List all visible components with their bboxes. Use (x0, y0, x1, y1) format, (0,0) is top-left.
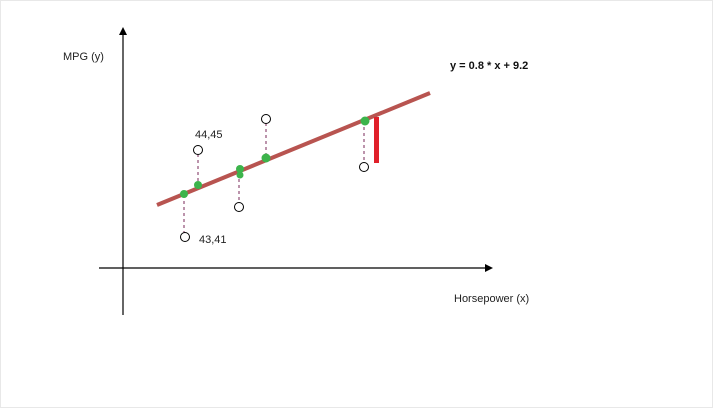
residual-highlight-bar (374, 117, 379, 163)
observed-point (193, 145, 203, 155)
observed-point (234, 202, 244, 212)
point-label-lower: 43,41 (199, 234, 227, 246)
predicted-point (360, 116, 370, 126)
predicted-point (236, 165, 244, 173)
predicted-point (261, 153, 271, 163)
predicted-point (194, 181, 202, 189)
predicted-point (180, 190, 188, 198)
x-axis-label: Horsepower (x) (454, 293, 530, 305)
point-label-upper: 44,45 (195, 129, 223, 141)
observed-point (359, 162, 369, 172)
observed-point (261, 114, 271, 124)
observed-point (180, 232, 190, 242)
y-axis-label: MPG (y) (63, 51, 104, 63)
regression-equation: y = 0.8 * x + 9.2 (450, 60, 529, 72)
predicted-point (236, 171, 244, 179)
regression-line (156, 91, 431, 207)
